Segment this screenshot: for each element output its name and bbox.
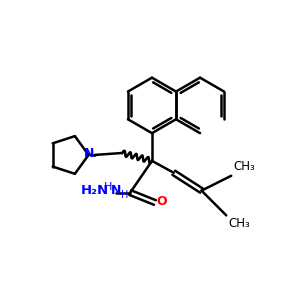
Text: N: N bbox=[83, 148, 94, 160]
Text: CH₃: CH₃ bbox=[233, 160, 255, 173]
Text: O: O bbox=[157, 195, 167, 208]
Text: N: N bbox=[111, 184, 122, 197]
Text: H₂N: H₂N bbox=[80, 184, 108, 197]
Text: H: H bbox=[104, 182, 112, 192]
Text: CH₃: CH₃ bbox=[228, 218, 250, 230]
Text: H: H bbox=[121, 190, 128, 200]
